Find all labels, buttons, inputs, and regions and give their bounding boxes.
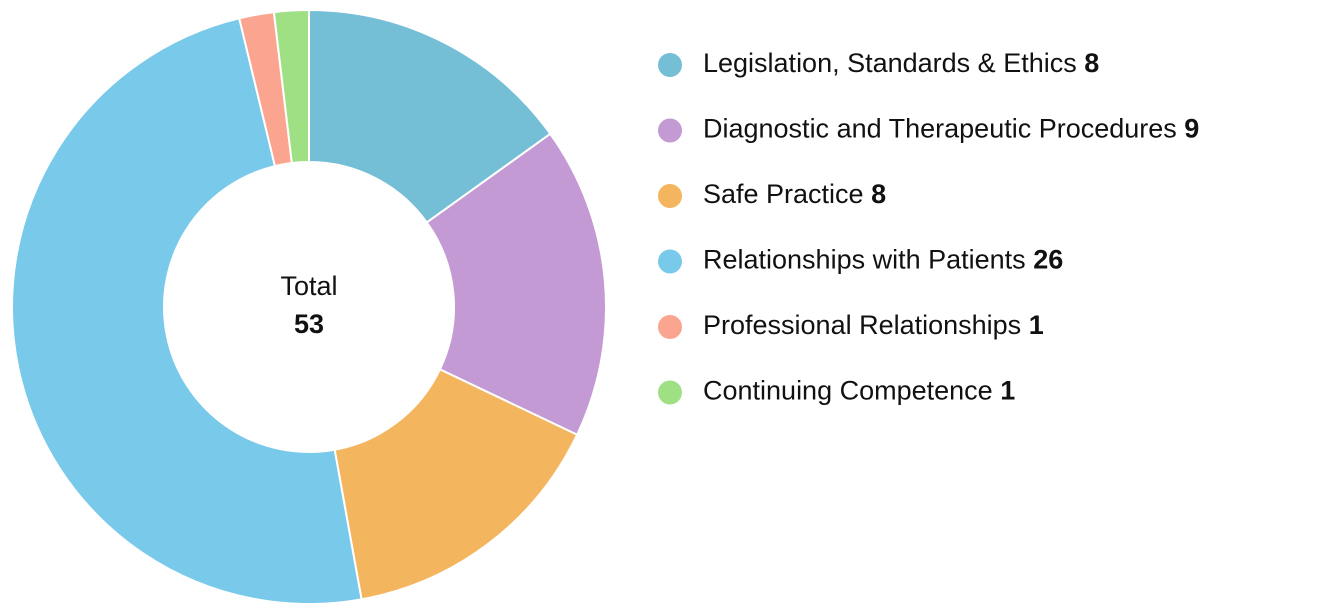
legend-swatch: [658, 315, 682, 339]
legend-swatch: [658, 249, 682, 274]
center-total: 53: [294, 309, 324, 339]
legend-value: 9: [1184, 114, 1199, 144]
legend-swatch: [658, 53, 682, 77]
donut-slice: [308, 8, 552, 224]
legend-name: Legislation, Standards & Ethics: [703, 48, 1077, 78]
legend-name: Relationships with Patients: [703, 245, 1026, 275]
legend-swatch: [658, 380, 682, 405]
legend-label: Professional Relationships 1: [703, 310, 1044, 340]
donut-slice: [272, 8, 310, 165]
legend-value: 26: [1033, 245, 1063, 275]
legend-label: Diagnostic and Therapeutic Procedures 9: [703, 114, 1199, 144]
donut: [11, 8, 607, 603]
legend-label: Relationships with Patients 26: [703, 245, 1063, 275]
legend-name: Professional Relationships: [703, 310, 1021, 340]
center-label: Total: [280, 271, 337, 301]
legend-value: 8: [1084, 48, 1099, 78]
legend-value: 1: [1000, 376, 1015, 406]
legend-value: 1: [1029, 310, 1044, 340]
legend-name: Diagnostic and Therapeutic Procedures: [703, 114, 1177, 144]
legend-name: Continuing Competence: [703, 376, 993, 406]
donut-slice: [425, 132, 607, 437]
legend-label: Legislation, Standards & Ethics 8: [703, 48, 1099, 78]
legend-label: Continuing Competence 1: [703, 376, 1015, 406]
legend-swatch: [658, 184, 682, 208]
donut-slice: [333, 368, 579, 601]
legend: Legislation, Standards & Ethics 8 Diagnos…: [658, 48, 1199, 406]
legend-swatch: [658, 118, 682, 143]
legend-value: 8: [871, 179, 886, 209]
legend-label: Safe Practice 8: [703, 179, 886, 209]
legend-name: Safe Practice: [703, 179, 864, 209]
